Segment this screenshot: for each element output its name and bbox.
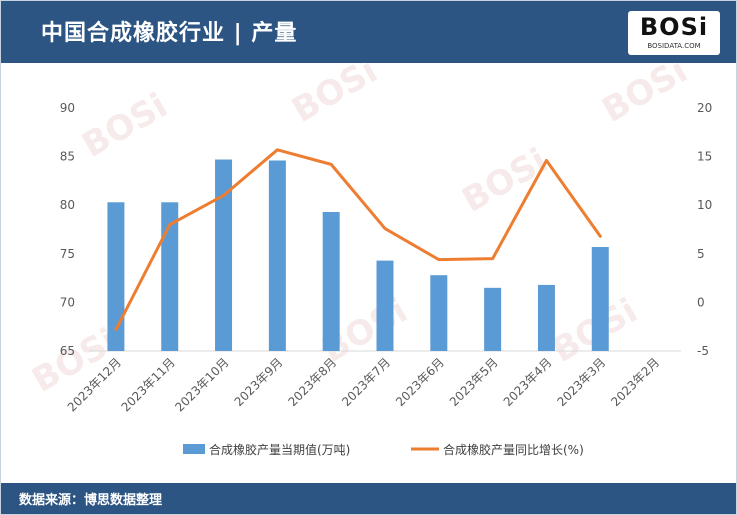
line-point: [329, 163, 333, 166]
line-point: [222, 194, 225, 197]
y-left-tick-label: 70: [60, 295, 75, 309]
bar: [161, 202, 179, 351]
x-tick-label: 2023年5月: [447, 355, 501, 409]
bar: [484, 287, 502, 351]
x-tick-label: 2023年2月: [608, 355, 662, 409]
y-left-tick-label: 80: [60, 198, 75, 212]
watermark-text: BOSi: [286, 63, 385, 131]
watermark-text: BOSi: [456, 141, 555, 221]
y-right-tick-label: 10: [697, 198, 712, 212]
y-right-tick-label: -5: [697, 344, 709, 358]
line-point: [383, 227, 387, 230]
watermark-text: BOSi: [76, 86, 175, 166]
x-tick-label: 2023年9月: [232, 355, 286, 409]
bar: [268, 160, 286, 351]
brand-logo: BOSi BOSIDATA.COM: [628, 11, 720, 55]
bar: [215, 159, 233, 351]
line-point: [276, 148, 279, 151]
y-right-tick-label: 20: [697, 101, 712, 115]
header-bar: 中国合成橡胶行业 | 产量 BOSi BOSIDATA.COM: [1, 1, 736, 63]
chart-axes: 65 70 75 80 85 90 -5 0 5 10 15 20: [60, 101, 713, 358]
line-point: [437, 258, 441, 261]
y-left-tick-label: 65: [60, 344, 75, 358]
legend-bar-swatch: [183, 444, 205, 454]
line-path: [114, 148, 602, 332]
line-point: [168, 223, 171, 226]
y-left-tick-label: 90: [60, 101, 75, 115]
bar: [537, 284, 555, 351]
logo-text: BOSi: [639, 13, 709, 41]
bar: [322, 212, 340, 351]
footer-bar: 数据来源：博思数据整理: [1, 483, 736, 514]
bar-series: [107, 159, 609, 351]
page-title: 中国合成橡胶行业 | 产量: [41, 21, 298, 46]
x-tick-label: 2023年10月: [172, 355, 231, 414]
y-right-tick-label: 5: [697, 247, 705, 261]
legend-bar-label: 合成橡胶产量当期值(万吨): [209, 442, 350, 457]
line-series: [114, 148, 602, 332]
y-right-tick-label: 0: [697, 295, 705, 309]
bar: [107, 202, 125, 351]
bar: [376, 260, 394, 351]
y-left-tick-label: 85: [60, 150, 75, 164]
legend-line-label: 合成橡胶产量同比增长(%): [443, 442, 584, 457]
y-left-tick-label: 75: [60, 247, 75, 261]
data-source: 数据来源：博思数据整理: [19, 493, 163, 508]
x-tick-label: 2023年11月: [119, 355, 178, 414]
x-tick-label: 2023年6月: [393, 355, 447, 409]
bar: [430, 275, 448, 351]
logo-subtext: BOSIDATA.COM: [647, 42, 701, 50]
x-tick-label: 2023年8月: [285, 355, 339, 409]
line-point: [545, 159, 548, 162]
bar: [591, 246, 609, 351]
chart-legend: 合成橡胶产量当期值(万吨) 合成橡胶产量同比增长(%): [183, 442, 584, 457]
y-right-tick-label: 15: [697, 150, 712, 164]
x-tick-label: 2023年4月: [501, 355, 555, 409]
chart-canvas: BOSiBOSiBOSiBOSiBOSiBOSiBOSi 65707580859…: [26, 63, 713, 457]
line-point: [599, 235, 602, 238]
watermark-text: BOSi: [596, 63, 695, 131]
line-point: [114, 328, 118, 331]
line-point: [491, 257, 494, 260]
